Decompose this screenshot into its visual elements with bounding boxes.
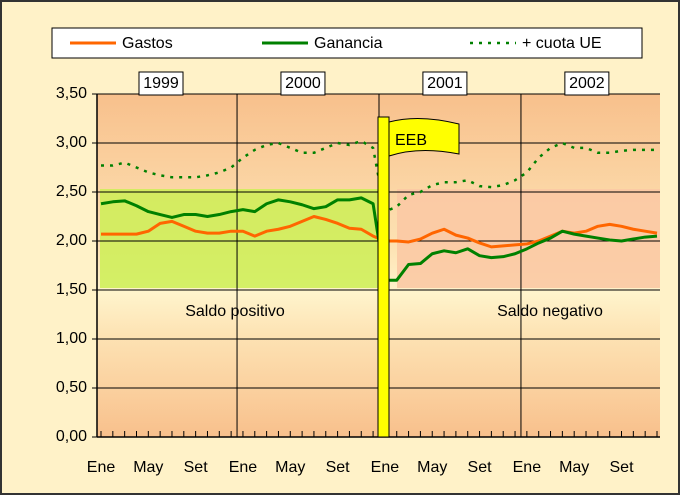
year-box xyxy=(564,71,610,96)
x-tick-label: Set xyxy=(326,459,351,476)
year-label: 2002 xyxy=(569,75,605,92)
x-tick-label: May xyxy=(133,459,163,476)
y-tick-label: 2,00 xyxy=(56,232,87,249)
negative-region xyxy=(397,189,660,288)
year-box xyxy=(422,71,468,96)
y-tick-label: 3,50 xyxy=(56,85,87,102)
y-tick-label: 0,00 xyxy=(56,428,87,445)
year-label: 1999 xyxy=(143,75,179,92)
flag xyxy=(388,117,460,157)
flag-label: EEB xyxy=(395,132,427,149)
positive-region xyxy=(100,189,386,288)
y-tick-label: 1,50 xyxy=(56,281,87,298)
year-label: 2001 xyxy=(427,75,463,92)
x-tick-label: Set xyxy=(468,459,493,476)
x-tick-label: Ene xyxy=(371,459,400,476)
x-tick-label: May xyxy=(275,459,305,476)
year-box xyxy=(138,71,184,96)
x-tick-label: Ene xyxy=(229,459,258,476)
x-tick-label: Set xyxy=(610,459,635,476)
legend-label: Ganancia xyxy=(314,35,383,52)
legend-label: Gastos xyxy=(122,35,173,52)
flag-pole xyxy=(377,116,390,438)
y-tick-label: 3,00 xyxy=(56,134,87,151)
x-tick-label: May xyxy=(559,459,589,476)
legend-label: + cuota UE xyxy=(522,35,602,52)
region-label: Saldo positivo xyxy=(185,303,285,320)
x-tick-label: Ene xyxy=(87,459,116,476)
y-tick-label: 0,50 xyxy=(56,379,87,396)
year-label: 2000 xyxy=(285,75,321,92)
year-box xyxy=(280,71,326,96)
region-label: Saldo negativo xyxy=(497,303,603,320)
y-tick-label: 2,50 xyxy=(56,183,87,200)
x-tick-label: May xyxy=(417,459,447,476)
y-tick-label: 1,00 xyxy=(56,330,87,347)
x-tick-label: Set xyxy=(184,459,209,476)
legend xyxy=(51,27,643,59)
x-tick-label: Ene xyxy=(513,459,542,476)
series-line xyxy=(101,139,657,213)
